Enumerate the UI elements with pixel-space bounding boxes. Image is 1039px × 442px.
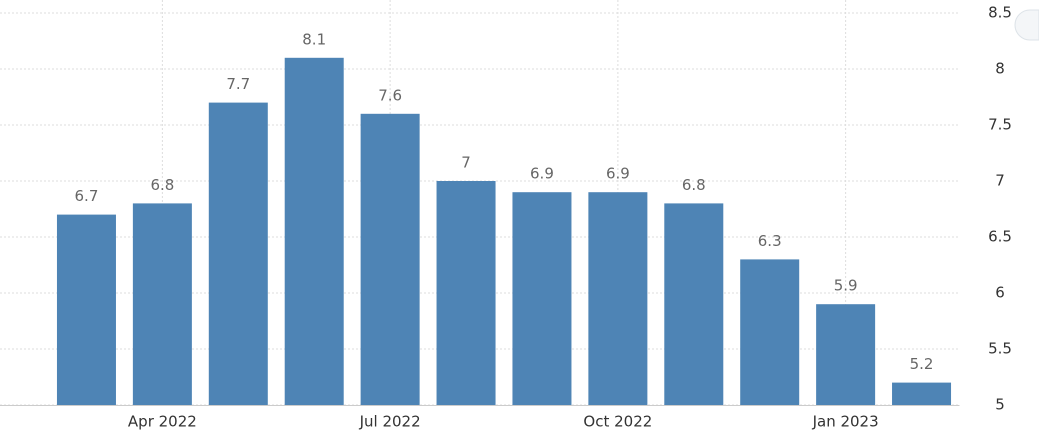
value-label: 6.9 (530, 165, 554, 183)
bar (892, 382, 952, 405)
y-tick-label: 5.5 (988, 340, 1012, 358)
x-tick-label: Apr 2022 (128, 413, 197, 431)
x-tick-label: Oct 2022 (583, 413, 652, 431)
bar (664, 203, 724, 405)
bar (588, 192, 648, 405)
bar (360, 113, 420, 406)
bar (436, 181, 496, 405)
value-label: 6.8 (150, 176, 174, 194)
bar (740, 259, 800, 405)
value-label: 7.7 (226, 75, 250, 93)
bar (816, 304, 876, 405)
y-tick-label: 8.5 (988, 4, 1012, 22)
value-label: 7.6 (378, 86, 402, 104)
value-label: 6.7 (75, 187, 99, 205)
y-tick-label: 5 (995, 396, 1005, 414)
y-tick-label: 7.5 (988, 116, 1012, 134)
value-label: 5.2 (910, 355, 934, 373)
bar (208, 102, 268, 405)
x-tick-label: Jan 2023 (812, 413, 879, 431)
value-label: 6.9 (606, 165, 630, 183)
value-label: 5.9 (834, 277, 858, 295)
value-label: 6.8 (682, 176, 706, 194)
value-label: 6.3 (758, 232, 782, 250)
value-label: 7 (461, 154, 471, 172)
y-tick-label: 8 (995, 60, 1005, 78)
x-tick-label: Jul 2022 (359, 413, 421, 431)
bar (132, 203, 192, 405)
bar (512, 192, 572, 405)
bar (284, 57, 344, 406)
y-tick-label: 7 (995, 172, 1005, 190)
share-button[interactable] (1014, 9, 1039, 41)
y-tick-label: 6.5 (988, 228, 1012, 246)
y-tick-label: 6 (995, 284, 1005, 302)
bar (56, 214, 116, 405)
value-label: 8.1 (302, 30, 326, 48)
